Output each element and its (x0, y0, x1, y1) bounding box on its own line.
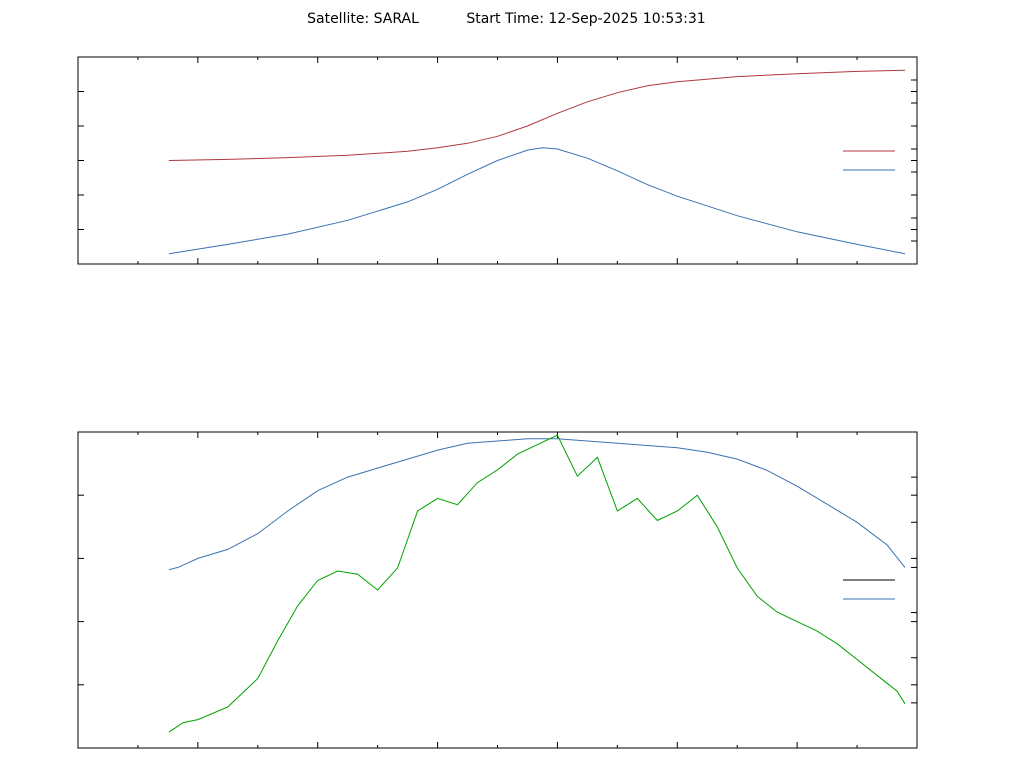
satellite-label: Satellite: SARAL (307, 11, 419, 27)
series-line-Azimuth (168, 69, 906, 161)
series-line-series-2 (168, 434, 906, 733)
receive-signal-chart (77, 431, 918, 749)
position-chart (77, 56, 918, 265)
plot-frame (77, 431, 918, 749)
start-time-label: Start Time: 12-Sep-2025 10:53:31 (466, 11, 705, 27)
series-line-Elevation (168, 147, 906, 255)
series-line-ebno (168, 438, 906, 571)
